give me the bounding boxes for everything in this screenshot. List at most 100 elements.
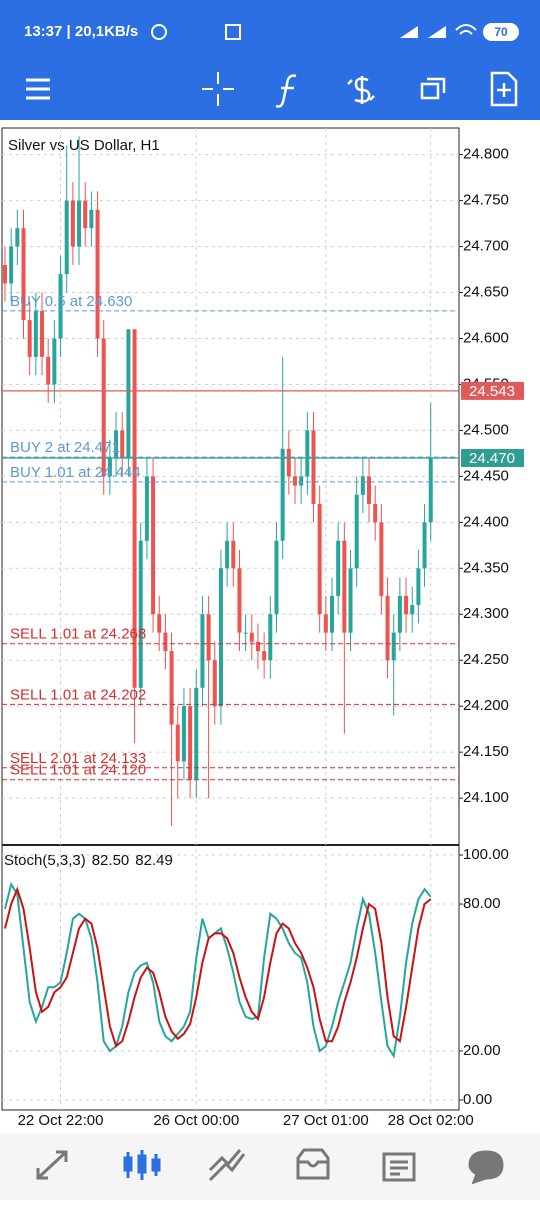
- indicators-button[interactable]: [275, 74, 297, 108]
- x-tick-label: 27 Oct 01:00: [283, 1112, 369, 1129]
- candle-body: [391, 632, 396, 661]
- candle-body: [231, 540, 236, 569]
- candle-body: [323, 614, 328, 633]
- candle-body: [169, 651, 174, 725]
- new-order-button[interactable]: [490, 71, 518, 107]
- y-tick-label: 20.00: [463, 1042, 501, 1059]
- candle-body: [188, 706, 193, 780]
- toolbar-icons[interactable]: [26, 71, 518, 108]
- candle-body: [422, 522, 427, 569]
- candle-body: [280, 448, 285, 541]
- candle-body: [9, 246, 14, 284]
- candle-body: [379, 522, 384, 596]
- crosshair-button[interactable]: [202, 72, 234, 106]
- nav-chart[interactable]: [123, 1150, 161, 1180]
- nav-news[interactable]: [382, 1152, 416, 1182]
- candle-body: [181, 706, 186, 762]
- x-tick-label: 22 Oct 22:00: [18, 1112, 104, 1129]
- candle-body: [70, 200, 75, 247]
- candle-body: [15, 228, 20, 247]
- chart-title: Silver vs US Dollar, H1: [8, 137, 160, 154]
- y-tick-label: 24.650: [463, 284, 509, 301]
- candle-body: [354, 494, 359, 569]
- candle-body: [114, 430, 119, 459]
- candle-body: [163, 632, 168, 652]
- candle-body: [305, 430, 310, 477]
- y-tick-label: 24.150: [463, 743, 509, 760]
- candle-body: [83, 200, 88, 229]
- y-tick-label: 24.200: [463, 697, 509, 714]
- candle-body: [107, 458, 112, 477]
- y-tick-label: 24.800: [463, 146, 509, 163]
- y-tick-label: 24.250: [463, 651, 509, 668]
- candle-body: [89, 209, 94, 229]
- nav-chat[interactable]: [468, 1150, 504, 1185]
- y-tick-label: 24.500: [463, 421, 509, 438]
- candle-body: [58, 274, 63, 339]
- candle-body: [3, 264, 7, 284]
- legend-value: 82.49: [135, 852, 173, 869]
- nav-history[interactable]: [296, 1148, 330, 1180]
- indicator-title: Stoch(5,3,3): [4, 852, 86, 869]
- order-label: BUY 1.01 at 24.444: [10, 464, 141, 481]
- candle-body: [151, 476, 156, 615]
- order-label: SELL 1.01 at 24.202: [10, 686, 146, 703]
- order-label: SELL 2.01 at 24.133: [10, 750, 146, 767]
- candle-body: [120, 430, 125, 459]
- app-bar: [0, 0, 540, 120]
- order-label: SELL 1.01 at 24.268: [10, 626, 146, 643]
- bottom-nav-icons[interactable]: [36, 1148, 504, 1185]
- battery-level: 70: [494, 25, 508, 39]
- price-tag: [461, 381, 524, 400]
- candle-body: [33, 310, 38, 357]
- candle-body: [243, 632, 248, 634]
- candle-body: [299, 476, 304, 486]
- legend-value: 82.50: [92, 852, 130, 869]
- y-tick-label: 100.00: [463, 846, 509, 863]
- nav-trade[interactable]: [208, 1149, 246, 1182]
- y-tick-label: 24.750: [463, 192, 509, 209]
- y-tick-label: 24.700: [463, 238, 509, 255]
- candle-body: [336, 540, 341, 596]
- candle-body: [410, 605, 415, 615]
- status-icons: [151, 23, 519, 41]
- windows-button[interactable]: [420, 77, 446, 100]
- candle-body: [342, 540, 347, 633]
- candle-body: [101, 338, 106, 477]
- candle-body: [212, 660, 217, 707]
- stoch-line: [4, 886, 432, 1048]
- candle-body: [21, 228, 26, 321]
- candle-body: [262, 651, 267, 661]
- nav-quotes[interactable]: [36, 1150, 68, 1180]
- candle-body: [64, 200, 69, 275]
- candle-body: [292, 476, 297, 486]
- candle-body: [194, 687, 199, 780]
- candle-body: [360, 476, 365, 495]
- candle-body: [46, 356, 51, 385]
- candle-body: [218, 568, 223, 707]
- x-tick-label: 26 Oct 00:00: [153, 1112, 239, 1129]
- y-tick-label: 0.00: [463, 1091, 492, 1108]
- candle-body: [175, 724, 180, 762]
- candle-body: [138, 540, 143, 688]
- stoch-line: [4, 881, 432, 1059]
- candle-body: [286, 448, 291, 477]
- candle-body: [330, 595, 335, 633]
- y-tick-label: 24.450: [463, 467, 509, 484]
- y-tick-label: 24.100: [463, 789, 509, 806]
- candle-body: [132, 329, 137, 688]
- order-label: BUY 0.5 at 24.630: [10, 293, 132, 310]
- candle-body: [404, 595, 409, 615]
- candle-body: [77, 200, 82, 247]
- symbol-button[interactable]: [347, 76, 375, 104]
- candle-body: [274, 540, 279, 615]
- y-tick-label: 80.00: [463, 895, 501, 912]
- candle-body: [367, 476, 372, 504]
- menu-button[interactable]: [26, 78, 50, 100]
- candle-body: [311, 430, 316, 504]
- candle-body: [126, 329, 131, 459]
- y-tick-label: 24.350: [463, 559, 509, 576]
- candle-body: [255, 641, 260, 652]
